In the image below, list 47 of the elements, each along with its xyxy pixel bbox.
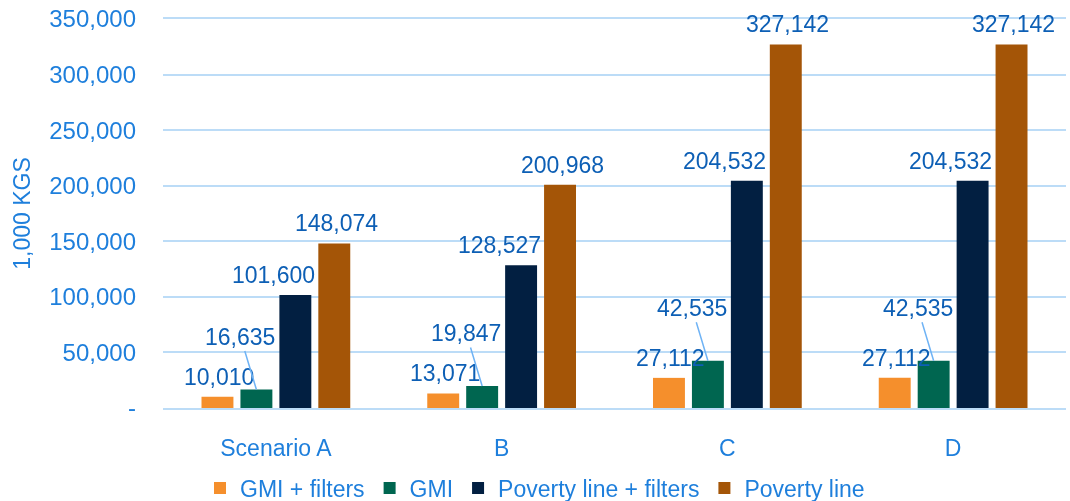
bar	[653, 377, 685, 408]
y-tick-label: -	[128, 394, 136, 422]
y-tick-label: 100,000	[49, 283, 136, 311]
y-tick-label: 200,000	[49, 172, 136, 200]
x-tick-label: D	[944, 434, 962, 461]
data-label: 27,112	[862, 345, 931, 371]
data-label: 27,112	[636, 345, 705, 371]
y-tick-label: 250,000	[49, 116, 136, 144]
bar	[544, 184, 576, 408]
legend-label: Poverty line + filters	[498, 475, 700, 501]
legend-label: GMI	[409, 475, 454, 501]
data-label: 42,535	[657, 295, 728, 321]
data-label: 148,074	[295, 210, 379, 236]
bar	[878, 377, 911, 408]
bar	[427, 393, 460, 408]
bar	[730, 180, 763, 408]
bar	[279, 295, 312, 408]
y-tick-label: 350,000	[49, 5, 136, 33]
bar	[769, 44, 802, 408]
data-label: 16,635	[205, 324, 276, 350]
x-tick-label: C	[719, 434, 736, 461]
bar	[318, 243, 351, 408]
y-tick-label: 300,000	[49, 60, 136, 88]
data-label: 101,600	[232, 262, 316, 288]
data-label: 327,142	[746, 11, 830, 37]
bar	[201, 396, 234, 408]
y-tick-label: 50,000	[62, 338, 136, 366]
bar	[505, 265, 538, 408]
bar	[466, 385, 499, 408]
legend-label: GMI + filters	[240, 475, 365, 501]
x-tick-label: Scenario A	[220, 434, 333, 461]
y-tick-label: 150,000	[49, 227, 136, 255]
bar	[240, 389, 273, 408]
bar	[995, 44, 1028, 408]
data-label: 128,527	[458, 232, 542, 258]
data-label: 200,968	[521, 152, 605, 178]
data-label: 42,535	[883, 295, 954, 321]
data-label: 204,532	[909, 148, 993, 174]
data-label: 10,010	[184, 364, 255, 390]
data-label: 13,071	[410, 360, 481, 386]
data-label: 327,142	[972, 11, 1056, 37]
legend-label: Poverty line	[744, 475, 865, 501]
data-label: 204,532	[683, 148, 767, 174]
y-axis-title: 1,000 KGS	[8, 157, 35, 270]
data-label: 19,847	[431, 320, 502, 346]
bar	[956, 180, 989, 408]
x-tick-label: B	[493, 434, 510, 461]
